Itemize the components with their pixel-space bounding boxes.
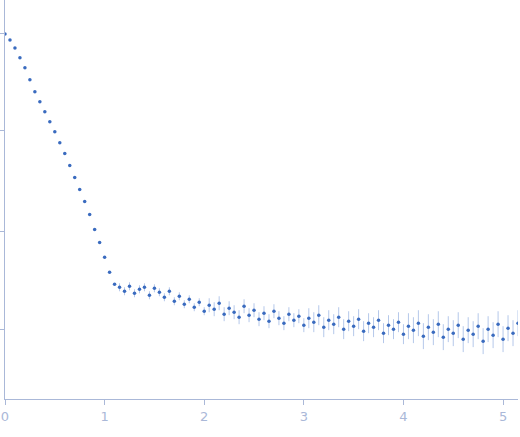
svg-text:1: 1 (100, 409, 108, 424)
svg-text:4: 4 (399, 409, 407, 424)
svg-text:3: 3 (300, 409, 308, 424)
svg-text:2: 2 (200, 409, 208, 424)
svg-text:0: 0 (1, 409, 9, 424)
svg-text:5: 5 (499, 409, 507, 424)
